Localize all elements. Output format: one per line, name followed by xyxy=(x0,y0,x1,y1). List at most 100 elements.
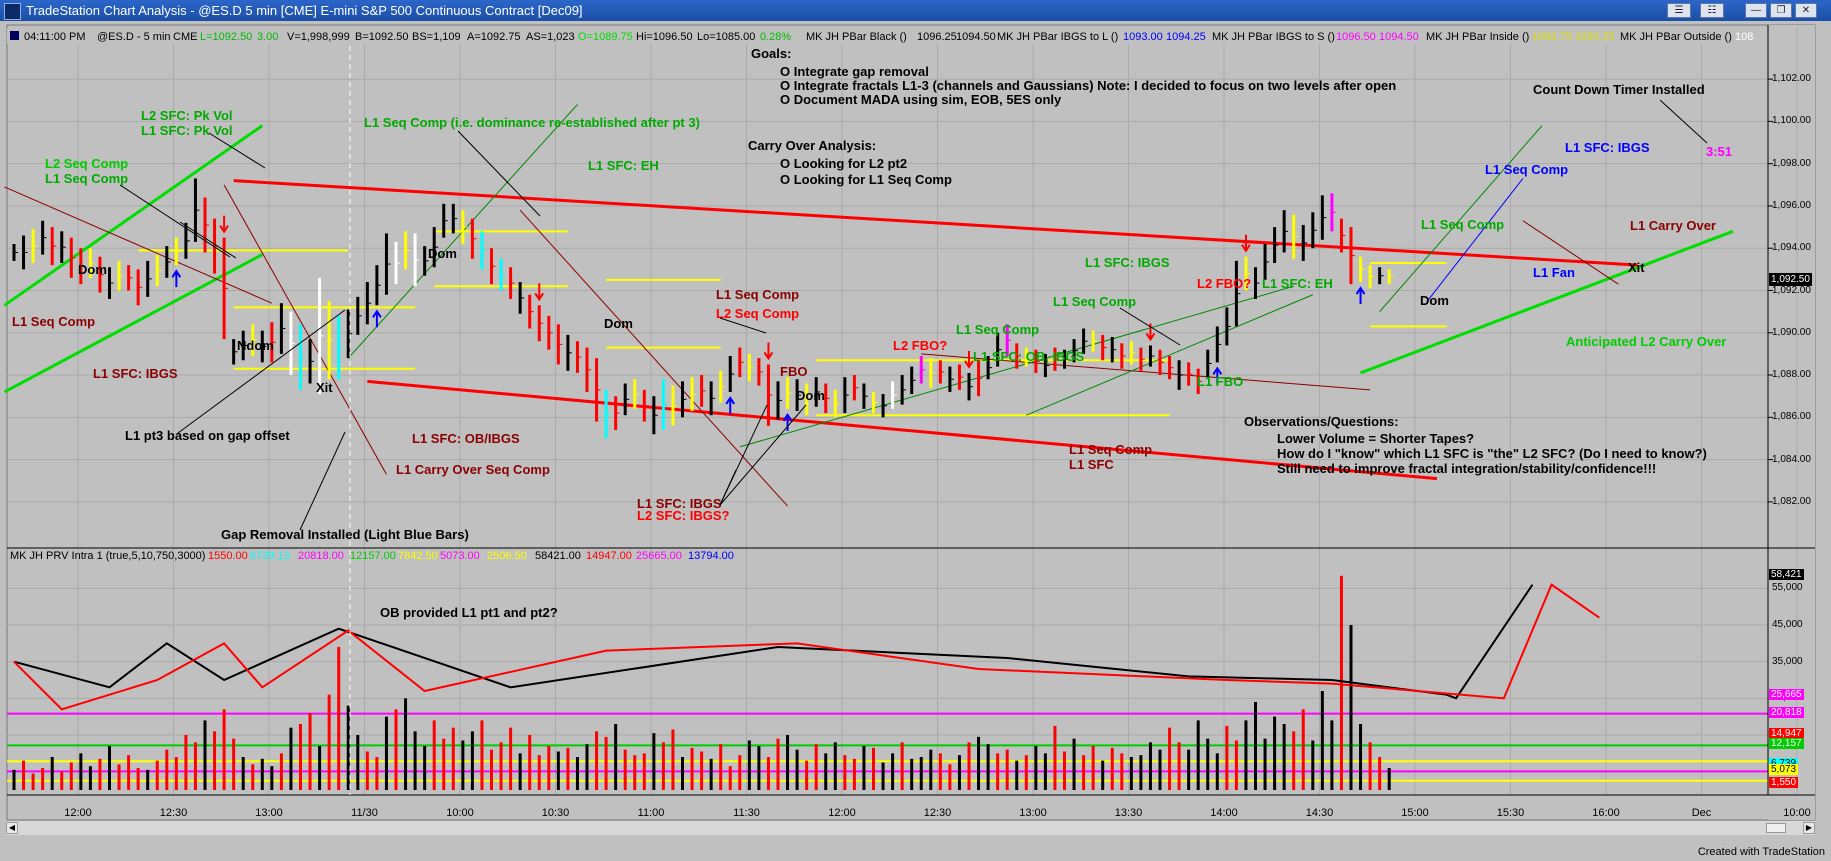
goals-heading: Goals: xyxy=(751,46,791,61)
status-ask: A=1092.75 xyxy=(467,31,521,43)
indicator-pbar-black: MK JH PBar Black () xyxy=(806,31,907,43)
signal-arrows xyxy=(171,215,1366,431)
lower-indicator-name: MK JH PRV Intra 1 (true,5,10,750,3000) xyxy=(10,550,205,562)
chart-frame xyxy=(6,24,1816,821)
observations-heading: Observations/Questions: xyxy=(1244,414,1399,429)
volume-zigzag-black xyxy=(13,584,1534,700)
lower-status-line: MK JH PRV Intra 1 (true,5,10,750,3000) 1… xyxy=(10,550,734,562)
scroll-thumb[interactable] xyxy=(1766,823,1786,833)
annotation-label: Dom xyxy=(604,316,633,331)
trend-line xyxy=(1427,178,1524,302)
volume-value-tag: 5,073 xyxy=(1769,764,1799,776)
annotation-label: L2 SFC: IBGS? xyxy=(637,508,730,523)
indicator-inside-v1: 1092.75 xyxy=(1532,31,1572,43)
status-change: 3.00 xyxy=(257,31,278,43)
price-tick-label: 1,098.00 xyxy=(1772,157,1811,169)
volume-value-tag: 20,818 xyxy=(1769,706,1804,718)
annotation-label: Xit xyxy=(1628,260,1645,275)
status-last: L=1092.50 xyxy=(200,31,252,43)
annotation-label: L1 SFC: EH xyxy=(1262,276,1333,291)
price-tick-label: 1,090.00 xyxy=(1772,326,1811,338)
indicator-inside-v2: 1092.25 xyxy=(1575,31,1615,43)
close-button[interactable]: ✕ xyxy=(1795,3,1817,18)
minimize-button[interactable]: — xyxy=(1745,3,1767,18)
indicator-ibgs-s: MK JH PBar IBGS to S () xyxy=(1212,31,1335,43)
down-arrow-head-icon xyxy=(763,351,774,361)
chart-options-button[interactable]: ☷ xyxy=(1700,3,1724,18)
trend-line xyxy=(1026,294,1313,416)
carry-over-heading: Carry Over Analysis: xyxy=(748,138,876,153)
volume-value-tag: 25,665 xyxy=(1769,688,1804,700)
price-scale-area xyxy=(1768,25,1815,820)
annotation-label: L1 SFC: EH xyxy=(588,158,659,173)
time-tick-label: 11:00 xyxy=(638,807,665,819)
scroll-left-icon[interactable]: ◀ xyxy=(6,822,18,834)
carry-over-item: O Looking for L1 Seq Comp xyxy=(780,172,952,187)
countdown-timer: 3:51 xyxy=(1706,144,1732,159)
indicator-ibgs-l: MK JH PBar IBGS to L () xyxy=(997,31,1118,43)
volume-value-tag: 14,947 xyxy=(1769,728,1804,740)
volume-tick-label: 45,000 xyxy=(1772,619,1803,630)
volume-value-tag: 12,157 xyxy=(1769,738,1804,750)
trend-line xyxy=(1360,229,1734,375)
lower-value-5: 7842.50 xyxy=(398,550,438,562)
lower-value-7: 2506.50 xyxy=(487,550,527,562)
volume-axis: 55,00045,00035,00025,00015,0005,00058,42… xyxy=(1768,548,1815,795)
time-tick-label: 12:30 xyxy=(924,807,952,819)
annotation-label: L2 SFC: Pk Vol xyxy=(141,108,233,123)
scroll-right-icon[interactable]: ▶ xyxy=(1803,822,1815,834)
time-tick-label: 11/30 xyxy=(351,807,378,819)
annotation-label: L1 SFC: OB, IBGS xyxy=(973,349,1085,364)
volume-value-tag: 6,739 xyxy=(1769,758,1799,770)
status-bid-size: BS=1,109 xyxy=(412,31,461,43)
observation-item: Still need to improve fractal integratio… xyxy=(1277,461,1656,476)
price-tick-label: 1,102.00 xyxy=(1772,73,1811,85)
annotation-label: L1 Carry Over Seq Comp xyxy=(396,462,550,477)
annotation-label: L1 SFC xyxy=(1069,457,1114,472)
time-tick-label: Dec xyxy=(1692,807,1712,819)
annotation-label: L1 Seq Comp xyxy=(1485,162,1568,177)
status-exchange: CME xyxy=(173,31,197,43)
annotation-label: L1 SFC: IBGS xyxy=(1565,140,1650,155)
status-low: Lo=1085.00 xyxy=(697,31,755,43)
status-bid: B=1092.50 xyxy=(355,31,409,43)
annotation-label: L1 Seq Comp xyxy=(45,171,128,186)
trend-line xyxy=(3,124,264,307)
time-tick-label: 14:30 xyxy=(1306,807,1334,819)
annotation-label: L2 Seq Comp xyxy=(45,156,128,171)
price-bars xyxy=(12,178,1394,439)
goal-item: O Integrate gap removal xyxy=(780,64,929,79)
annotation-label: L1 Seq Comp xyxy=(1069,442,1152,457)
horizontal-scrollbar[interactable]: ◀ ▶ xyxy=(6,820,1815,835)
up-arrow-head-icon xyxy=(782,413,793,422)
restore-button[interactable]: ❐ xyxy=(1770,3,1792,18)
chart-menu-button[interactable]: ☰ xyxy=(1667,3,1691,18)
trend-line xyxy=(1379,125,1543,312)
title-bar: TradeStation Chart Analysis - @ES.D 5 mi… xyxy=(0,0,1831,21)
time-tick-label: 13:00 xyxy=(255,807,283,819)
down-arrow-head-icon xyxy=(1241,244,1251,253)
carry-over-item: O Looking for L2 pt2 xyxy=(780,156,907,171)
lower-value-11: 13794.00 xyxy=(688,550,734,562)
time-tick-label: 15:00 xyxy=(1401,807,1429,819)
annotation-label: L1 Seq Comp xyxy=(716,287,799,302)
annotation-label: OB provided L1 pt1 and pt2? xyxy=(380,605,558,620)
trend-line xyxy=(367,379,1438,481)
annotation-label: L1 SFC: IBGS xyxy=(1085,255,1170,270)
time-tick-label: 12:00 xyxy=(828,807,856,819)
time-tick-label: 14:00 xyxy=(1210,807,1238,819)
down-arrow-head-icon xyxy=(219,225,229,234)
annotation-label: Anticipated L2 Carry Over xyxy=(1566,334,1726,349)
annotation-label: L1 Fan xyxy=(1533,265,1575,280)
level-lines xyxy=(138,230,1447,417)
annotation-label: L1 pt3 based on gap offset xyxy=(125,428,290,443)
trend-line xyxy=(921,353,1371,391)
last-price-tag: 1,092.50 xyxy=(1769,272,1812,286)
volume-tick-label: 35,000 xyxy=(1772,655,1803,667)
up-arrow-head-icon xyxy=(1212,366,1223,375)
annotation-label: L1 Seq Comp xyxy=(1421,217,1504,232)
price-axis: 1,082.00 1,084.00 1,086.00 1,088.00 1,090.00… xyxy=(1768,25,1815,795)
annotation-label: Gap Removal Installed (Light Blue Bars) xyxy=(221,527,469,542)
annotation-label: Count Down Timer Installed xyxy=(1533,82,1705,97)
